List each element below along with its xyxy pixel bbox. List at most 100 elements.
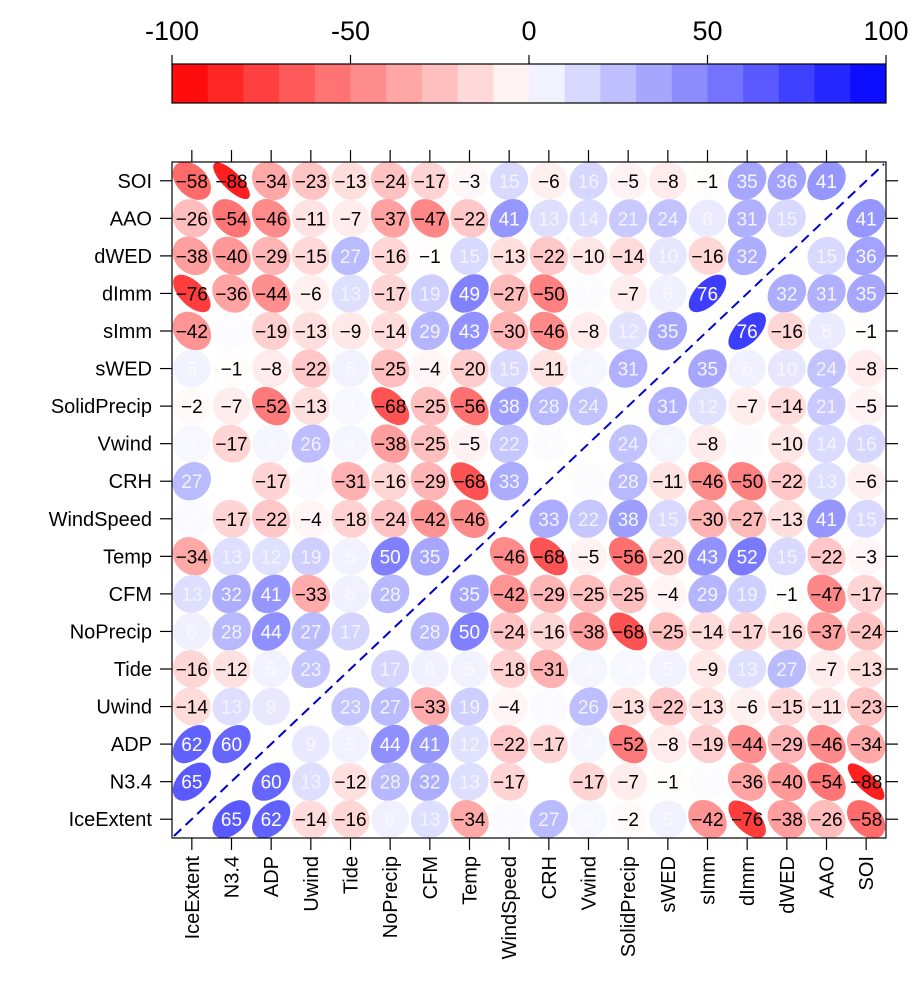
correlation-ellipse [529, 311, 569, 351]
correlation-value: 41 [499, 209, 520, 230]
correlation-value: 5 [464, 660, 475, 681]
correlation-value: 9 [306, 735, 317, 756]
correlation-ellipse [767, 799, 807, 839]
correlation-cell: 1 [728, 424, 766, 463]
correlation-value: −14 [176, 698, 209, 719]
correlation-value: 2 [187, 510, 198, 531]
correlation-ellipse [608, 461, 648, 501]
correlation-ellipse [847, 650, 886, 688]
correlation-value: 1 [702, 773, 713, 794]
correlation-cell: −40 [212, 236, 251, 276]
correlation-ellipse [371, 462, 410, 501]
correlation-ellipse [767, 161, 807, 201]
correlation-ellipse [569, 725, 608, 763]
correlation-value: 3 [583, 810, 594, 831]
correlation-value: 15 [816, 247, 837, 268]
correlation-value: 36 [856, 247, 877, 268]
correlation-value: −20 [652, 547, 684, 568]
correlation-value: 3 [187, 435, 198, 456]
correlation-value: −7 [221, 397, 243, 418]
correlation-value: −22 [493, 735, 525, 756]
correlation-ellipse [767, 349, 806, 388]
correlation-value: −31 [334, 472, 366, 493]
correlation-cell: −14 [291, 800, 330, 839]
correlation-value: −38 [176, 247, 208, 268]
correlation-cell: −8 [569, 312, 608, 350]
correlation-value: 62 [261, 810, 282, 831]
correlation-cell: −56 [608, 537, 648, 576]
correlation-value: 26 [300, 435, 321, 456]
correlation-value: −4 [419, 360, 441, 381]
correlation-ellipse [450, 162, 489, 200]
correlation-value: −44 [731, 735, 764, 756]
y-tick-label: dImm [102, 283, 152, 305]
correlation-ellipse [688, 199, 727, 238]
correlation-ellipse [450, 612, 489, 651]
x-tick-label: Temp [460, 856, 482, 905]
correlation-value: 13 [737, 660, 758, 681]
correlation-value: 33 [538, 510, 559, 531]
correlation-ellipse [529, 349, 568, 388]
correlation-cell: −37 [370, 199, 410, 238]
colorbar-bin [707, 64, 744, 103]
correlation-value: −7 [617, 773, 639, 794]
correlation-value: −24 [374, 172, 407, 193]
correlation-cell: 15 [767, 199, 806, 238]
correlation-value: 1 [544, 435, 555, 456]
correlation-cell: −17 [847, 574, 886, 613]
correlation-cell: 62 [172, 725, 211, 764]
correlation-value: −4 [498, 698, 520, 719]
correlation-cell: −13 [291, 387, 330, 426]
correlation-ellipse [450, 499, 489, 539]
correlation-ellipse [649, 274, 687, 313]
correlation-value: −40 [771, 773, 803, 794]
correlation-ellipse [411, 237, 449, 275]
correlation-ellipse [331, 424, 370, 463]
correlation-ellipse [212, 650, 251, 688]
correlation-value: 5 [187, 360, 198, 381]
correlation-value: 13 [459, 773, 480, 794]
correlation-value: 41 [261, 585, 282, 606]
correlation-value: −38 [771, 810, 803, 831]
correlation-cell: −37 [807, 612, 846, 651]
colorbar-tick-label: -100 [145, 16, 199, 46]
correlation-cell: −27 [489, 274, 529, 313]
correlation-cell: 5 [173, 349, 211, 388]
correlation-ellipse [529, 236, 568, 276]
correlation-ellipse [490, 649, 529, 689]
correlation-cell: 14 [569, 199, 608, 238]
correlation-value: −42 [176, 322, 208, 343]
correlation-cell: −36 [212, 274, 251, 313]
correlation-value: −1 [776, 585, 798, 606]
correlation-cell: 10 [767, 349, 806, 388]
correlation-value: −14 [295, 810, 328, 831]
correlation-cell: 1 [212, 312, 251, 350]
correlation-value: 41 [419, 735, 440, 756]
correlation-ellipse [767, 462, 806, 501]
correlation-ellipse [212, 349, 251, 388]
correlation-ellipse [370, 724, 410, 764]
correlation-value: 5 [663, 660, 674, 681]
correlation-cell: −20 [450, 349, 489, 388]
correlation-ellipse [450, 687, 489, 726]
correlation-cell: −19 [252, 311, 291, 351]
y-tick-label: Vwind [98, 434, 152, 456]
correlation-ellipse [212, 574, 251, 614]
correlation-ellipse [807, 274, 846, 313]
correlation-cell: −13 [767, 499, 806, 538]
correlation-value: −1 [657, 773, 679, 794]
correlation-cell: 50 [370, 537, 410, 576]
correlation-ellipse [291, 725, 330, 764]
correlation-cell: 0 [530, 763, 568, 801]
correlation-value: 24 [657, 209, 679, 230]
correlation-cell: 4 [331, 424, 370, 463]
correlation-value: 4 [583, 660, 594, 681]
correlation-ellipse [847, 424, 886, 463]
correlation-ellipse [213, 162, 250, 200]
correlation-value: −4 [657, 585, 679, 606]
correlation-ellipse [291, 574, 331, 614]
correlation-value: −25 [374, 360, 406, 381]
correlation-cell: 24 [608, 424, 648, 463]
correlation-ellipse [688, 387, 727, 426]
correlation-cell: −10 [767, 424, 806, 463]
